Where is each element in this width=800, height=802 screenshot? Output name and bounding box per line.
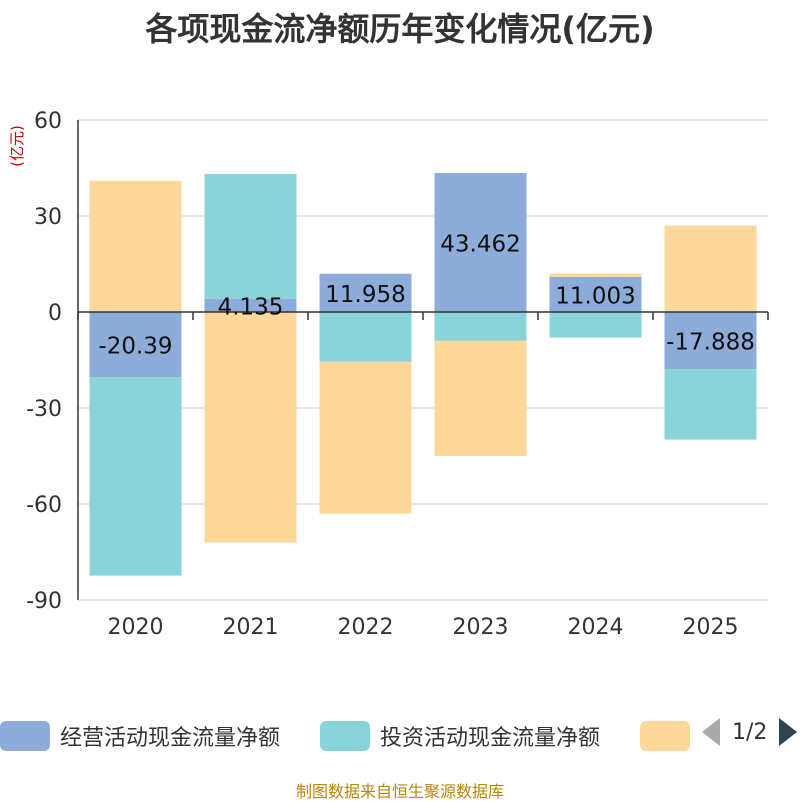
data-source-note: 制图数据来自恒生聚源数据库 — [295, 782, 504, 801]
legend-swatch-investing — [320, 721, 370, 751]
bar-segment — [89, 377, 182, 576]
legend-swatch-financing — [640, 721, 690, 751]
bar-segment — [319, 361, 412, 514]
data-label: -20.39 — [98, 334, 172, 360]
bar-segment — [89, 180, 182, 312]
bar-segment — [664, 312, 757, 370]
y-tick-label: 0 — [48, 301, 62, 326]
bar-segment — [89, 312, 182, 378]
bar-segment — [549, 273, 642, 277]
bar-segment — [319, 312, 412, 362]
bar-segment — [204, 173, 297, 299]
chart-area: 60 30 0 -30 -60 -90 (亿元) 2020 2021 2022 2023 2024 20… — [8, 109, 769, 640]
bar-segment — [434, 312, 527, 341]
y-tick-label: -90 — [26, 589, 62, 614]
y-tick-label: 30 — [34, 205, 62, 230]
chart-title: 各项现金流净额历年变化情况(亿元) — [145, 10, 655, 48]
bar-segment — [319, 273, 412, 312]
legend-label-investing: 投资活动现金流量净额 — [380, 726, 601, 751]
x-tick-label: 2025 — [683, 615, 739, 640]
legend-pager: 1/2 — [702, 718, 798, 746]
data-label: 11.958 — [325, 282, 405, 308]
legend-label-operating: 经营活动现金流量净额 — [60, 726, 281, 751]
x-tick-label: 2023 — [453, 615, 509, 640]
next-page-icon[interactable] — [779, 718, 798, 746]
bar-segment — [434, 172, 527, 312]
bar-segment — [204, 312, 297, 543]
legend: 经营活动现金流量净额 投资活动现金流量净额 — [0, 716, 800, 756]
x-tick-label: 2024 — [568, 615, 624, 640]
y-axis-unit: (亿元) — [8, 125, 26, 167]
y-tick-label: 60 — [34, 109, 62, 134]
data-label: 43.462 — [440, 231, 520, 257]
data-label: 4.135 — [218, 294, 284, 320]
legend-item-operating[interactable]: 经营活动现金流量净额 — [0, 716, 280, 756]
bar-segment — [434, 340, 527, 456]
bar-segment — [549, 312, 642, 338]
data-label: -17.888 — [666, 330, 755, 356]
x-tick-label: 2021 — [223, 615, 279, 640]
bar-segment — [664, 369, 757, 440]
x-tick-label: 2020 — [108, 615, 164, 640]
prev-page-icon[interactable] — [702, 718, 720, 746]
legend-page-indicator: 1/2 — [732, 719, 768, 745]
legend-item-investing[interactable]: 投资活动现金流量净额 — [320, 716, 600, 756]
bar-segment — [549, 276, 642, 312]
bar-segment — [664, 225, 757, 312]
legend-item-financing[interactable] — [640, 716, 700, 756]
y-tick-label: -60 — [26, 493, 62, 518]
x-tick-label: 2022 — [338, 615, 394, 640]
y-tick-label: -30 — [26, 397, 62, 422]
legend-swatch-operating — [0, 721, 50, 751]
bar-segment — [204, 298, 297, 312]
data-label: 11.003 — [555, 283, 635, 309]
